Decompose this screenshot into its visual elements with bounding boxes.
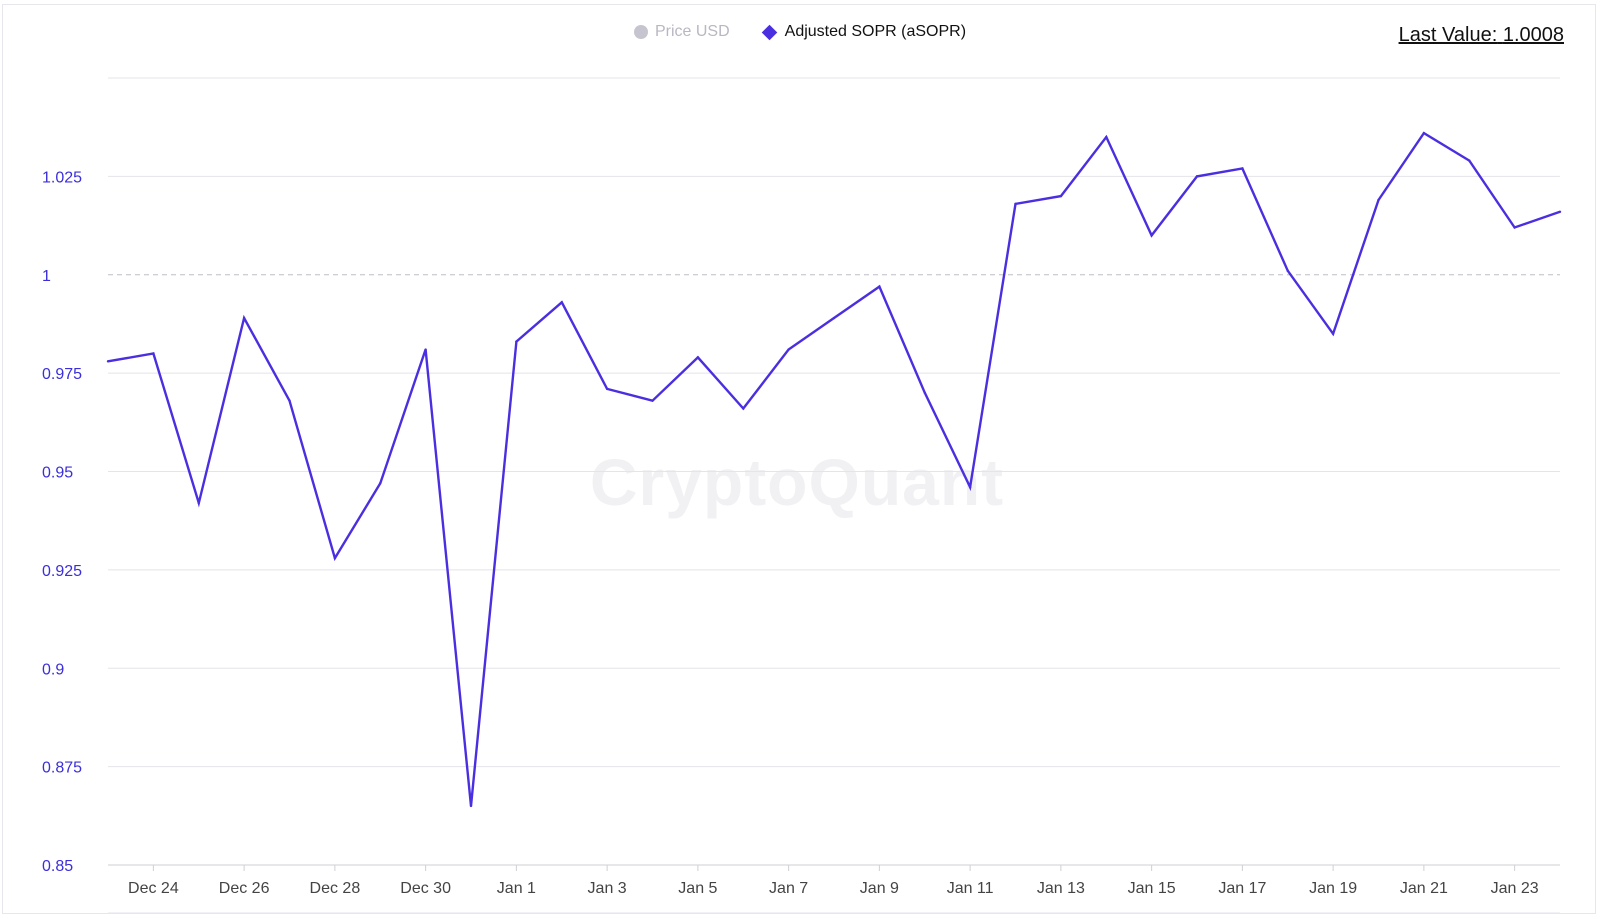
- x-tick-label: Jan 11: [947, 880, 994, 897]
- x-tick-label: Dec 24: [128, 880, 179, 897]
- data-point[interactable]: [1105, 135, 1108, 139]
- circle-icon: [633, 25, 648, 39]
- x-tick-label: Jan 7: [769, 880, 808, 897]
- x-tick-label: Jan 21: [1400, 880, 1448, 897]
- data-point[interactable]: [1558, 210, 1562, 213]
- x-tick-label: Jan 13: [1037, 880, 1085, 897]
- data-point[interactable]: [1513, 226, 1516, 229]
- data-point[interactable]: [696, 356, 700, 359]
- y-tick-label: 0.875: [42, 760, 82, 777]
- data-point[interactable]: [878, 285, 881, 288]
- x-tick-label: Jan 9: [860, 880, 899, 897]
- y-tick-label: 0.925: [42, 563, 82, 580]
- x-tick-label: Dec 28: [310, 880, 361, 897]
- data-point[interactable]: [923, 391, 926, 394]
- data-point[interactable]: [1241, 167, 1244, 170]
- x-tick-label: Jan 15: [1128, 880, 1176, 897]
- legend-item-asopr[interactable]: Adjusted SOPR (aSOPR): [761, 22, 967, 42]
- data-point[interactable]: [469, 804, 473, 808]
- data-point[interactable]: [424, 348, 427, 351]
- x-tick-label: Jan 19: [1309, 880, 1357, 897]
- diamond-icon: [761, 24, 777, 40]
- data-point[interactable]: [1377, 198, 1380, 202]
- watermark: CryptoQuant: [590, 445, 1004, 519]
- data-point[interactable]: [1468, 159, 1471, 162]
- last-value-display: Last Value: 1.0008: [1399, 24, 1564, 47]
- legend-label: Adjusted SOPR (aSOPR): [784, 23, 967, 40]
- last-value-number: 1.0008: [1502, 24, 1564, 46]
- y-axis: 1.025 1 0.975 0.95 0.925 0.9 0.875 0.85: [42, 169, 82, 875]
- data-point[interactable]: [651, 399, 654, 402]
- data-point[interactable]: [197, 501, 200, 505]
- y-tick-label: 0.975: [42, 366, 82, 383]
- data-point[interactable]: [605, 387, 609, 391]
- data-point[interactable]: [515, 340, 518, 343]
- data-point[interactable]: [1331, 332, 1335, 335]
- x-tick-label: Dec 26: [219, 880, 270, 897]
- y-tick-label: 1: [42, 268, 51, 285]
- data-point[interactable]: [1422, 131, 1426, 135]
- data-point[interactable]: [152, 352, 155, 355]
- x-tick-label: Jan 3: [588, 880, 627, 897]
- y-tick-label: 0.9: [42, 661, 64, 678]
- data-point[interactable]: [1286, 269, 1289, 273]
- data-point[interactable]: [787, 348, 790, 351]
- data-point[interactable]: [968, 486, 972, 489]
- data-point[interactable]: [742, 407, 745, 410]
- x-tick-label: Jan 23: [1491, 880, 1539, 897]
- y-tick-label: 0.95: [42, 465, 73, 482]
- data-point[interactable]: [106, 360, 110, 363]
- x-tick-label: Dec 30: [400, 880, 451, 897]
- data-point[interactable]: [1195, 175, 1199, 178]
- data-point[interactable]: [242, 316, 246, 320]
- legend: Price USD Adjusted SOPR (aSOPR): [0, 22, 1600, 42]
- x-tick-label: Jan 5: [678, 880, 717, 897]
- x-tick-label: Jan 1: [497, 880, 536, 897]
- data-point[interactable]: [560, 301, 563, 304]
- last-value-label: Last Value:: [1398, 24, 1498, 46]
- data-point[interactable]: [1014, 202, 1017, 206]
- series-asopr: [106, 131, 1562, 808]
- data-point[interactable]: [288, 399, 291, 402]
- chart-frame: [2, 4, 1596, 914]
- y-tick-label: 0.85: [42, 858, 73, 875]
- grid-lines: [108, 77, 1560, 914]
- data-point[interactable]: [832, 316, 836, 320]
- data-point[interactable]: [333, 556, 337, 560]
- legend-item-price-usd[interactable]: Price USD: [633, 22, 730, 42]
- x-tick-label: Jan 17: [1218, 880, 1266, 897]
- data-point[interactable]: [1059, 194, 1063, 198]
- x-axis: Dec 24 Dec 26 Dec 28 Dec 30 Jan 1 Jan 3 Jan 5 J…: [128, 865, 1539, 897]
- legend-label: Price USD: [654, 23, 730, 40]
- data-point[interactable]: [1150, 234, 1153, 237]
- y-tick-label: 1.025: [42, 169, 82, 186]
- data-point[interactable]: [379, 482, 382, 485]
